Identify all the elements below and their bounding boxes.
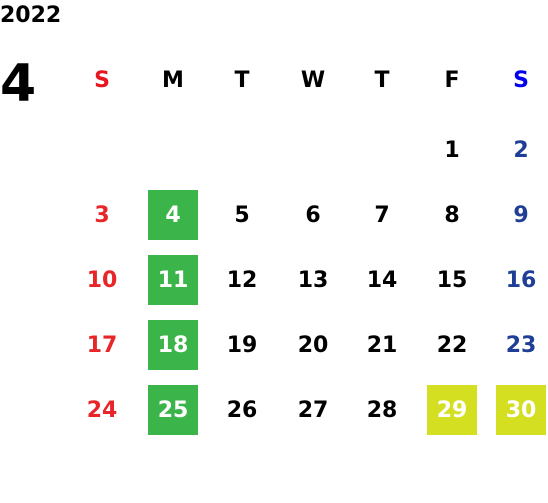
day: 26 bbox=[226, 397, 258, 423]
day: 24 bbox=[86, 397, 118, 423]
day: 1 bbox=[444, 137, 460, 163]
weekday-label: T bbox=[374, 67, 390, 93]
weekday-label: W bbox=[300, 67, 326, 93]
highlighted-day: 11 bbox=[148, 255, 198, 305]
day: 5 bbox=[234, 202, 250, 228]
day: 8 bbox=[444, 202, 460, 228]
highlighted-day: 18 bbox=[148, 320, 198, 370]
weekday-label: T bbox=[234, 67, 250, 93]
highlighted-day: 29 bbox=[427, 385, 477, 435]
weekday-label: S bbox=[94, 67, 110, 93]
highlighted-day: 25 bbox=[148, 385, 198, 435]
highlighted-day: 30 bbox=[496, 385, 546, 435]
day: 15 bbox=[436, 267, 468, 293]
day: 6 bbox=[305, 202, 321, 228]
day: 28 bbox=[366, 397, 398, 423]
day: 21 bbox=[366, 332, 398, 358]
day: 27 bbox=[297, 397, 329, 423]
day: 17 bbox=[86, 332, 118, 358]
day: 20 bbox=[297, 332, 329, 358]
day: 14 bbox=[366, 267, 398, 293]
day: 3 bbox=[94, 202, 110, 228]
month: 4 bbox=[0, 54, 37, 114]
day: 19 bbox=[226, 332, 258, 358]
day: 10 bbox=[86, 267, 118, 293]
day: 16 bbox=[505, 267, 537, 293]
day: 13 bbox=[297, 267, 329, 293]
weekday-label: M bbox=[162, 67, 184, 93]
weekday-label: S bbox=[513, 67, 529, 93]
highlighted-day: 4 bbox=[148, 190, 198, 240]
day: 23 bbox=[505, 332, 537, 358]
day: 22 bbox=[436, 332, 468, 358]
year: 2022 bbox=[0, 3, 62, 28]
day: 7 bbox=[374, 202, 390, 228]
day: 2 bbox=[513, 137, 529, 163]
day: 9 bbox=[513, 202, 529, 228]
day: 12 bbox=[226, 267, 258, 293]
weekday-label: F bbox=[444, 67, 460, 93]
